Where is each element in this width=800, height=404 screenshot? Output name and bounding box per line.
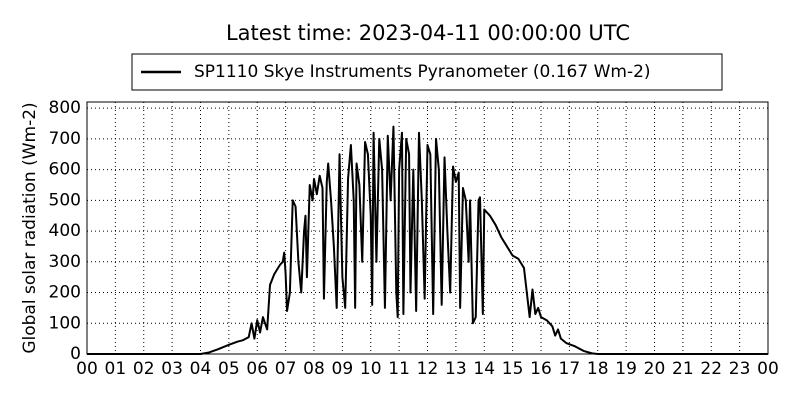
x-tick-label: 23	[729, 359, 751, 379]
y-tick-label: 400	[49, 221, 81, 241]
x-tick-label: 09	[332, 359, 354, 379]
x-tick-label: 04	[190, 359, 212, 379]
x-tick-label: 02	[133, 359, 155, 379]
x-tick-label: 19	[615, 359, 637, 379]
x-tick-label: 18	[587, 359, 609, 379]
y-tick-label: 200	[49, 283, 81, 303]
x-tick-label: 11	[388, 359, 410, 379]
chart-title: Latest time: 2023-04-11 00:00:00 UTC	[226, 21, 630, 45]
y-axis-label: Global solar radiation (Wm-2)	[20, 102, 40, 353]
x-tick-label: 17	[559, 359, 581, 379]
legend	[131, 53, 723, 91]
y-tick-label: 0	[70, 344, 81, 364]
x-tick-label: 16	[530, 359, 552, 379]
legend-label: SP1110 Skye Instruments Pyranometer (0.1…	[194, 62, 651, 82]
y-tick-label: 700	[49, 129, 81, 149]
x-tick-label: 20	[644, 359, 666, 379]
y-tick-label: 500	[49, 190, 81, 210]
x-tick-label: 12	[417, 359, 439, 379]
x-tick-label: 03	[161, 359, 183, 379]
y-tick-label: 800	[49, 98, 81, 118]
x-tick-label: 07	[275, 359, 297, 379]
x-tick-label: 08	[303, 359, 325, 379]
x-tick-label: 14	[473, 359, 495, 379]
plot-frame	[86, 101, 769, 355]
x-tick-label: 06	[246, 359, 268, 379]
data-line	[87, 125, 768, 355]
x-tick-label: 00	[757, 359, 779, 379]
y-tick-label: 100	[49, 313, 81, 333]
x-tick-label: 00	[76, 359, 98, 379]
x-tick-label: 05	[218, 359, 240, 379]
x-tick-label: 13	[445, 359, 467, 379]
x-tick-label: 21	[672, 359, 694, 379]
y-tick-label: 600	[49, 160, 81, 180]
x-tick-label: 22	[700, 359, 722, 379]
x-tick-label: 15	[502, 359, 524, 379]
x-tick-label: 01	[105, 359, 127, 379]
x-tick-label: 10	[360, 359, 382, 379]
y-tick-label: 300	[49, 252, 81, 272]
